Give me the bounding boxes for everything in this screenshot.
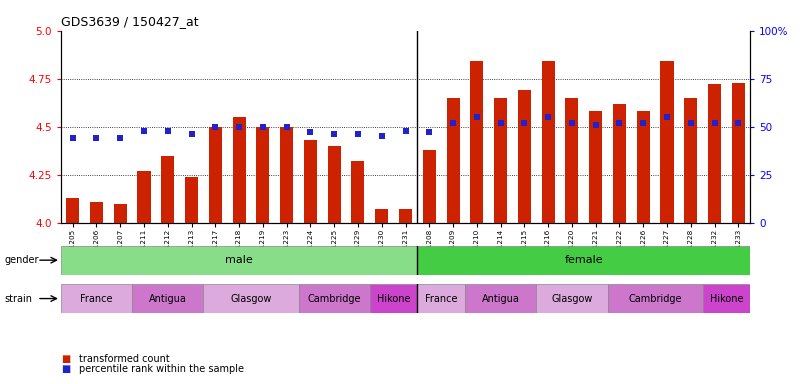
Text: percentile rank within the sample: percentile rank within the sample xyxy=(79,364,243,374)
Bar xyxy=(233,117,246,223)
Bar xyxy=(418,246,750,275)
Bar xyxy=(589,111,603,223)
Point xyxy=(637,120,650,126)
Text: France: France xyxy=(425,293,457,304)
Bar xyxy=(470,61,483,223)
Point xyxy=(684,120,697,126)
Point xyxy=(589,122,602,128)
Point xyxy=(161,127,174,134)
Point xyxy=(233,124,246,130)
Bar xyxy=(465,284,536,313)
Text: male: male xyxy=(225,255,253,265)
Bar xyxy=(298,284,370,313)
Point xyxy=(423,129,436,136)
Point xyxy=(399,127,412,134)
Text: gender: gender xyxy=(4,255,39,265)
Text: Antigua: Antigua xyxy=(149,293,187,304)
Point xyxy=(518,120,531,126)
Bar xyxy=(351,161,364,223)
Bar xyxy=(565,98,578,223)
Point xyxy=(613,120,626,126)
Bar xyxy=(328,146,341,223)
Bar xyxy=(161,156,174,223)
Point xyxy=(351,131,364,137)
Point xyxy=(67,135,79,141)
Point xyxy=(138,127,151,134)
Bar xyxy=(375,209,388,223)
Text: strain: strain xyxy=(4,293,32,304)
Bar xyxy=(399,209,412,223)
Point xyxy=(328,131,341,137)
Bar xyxy=(732,83,744,223)
Bar xyxy=(138,171,151,223)
Text: Glasgow: Glasgow xyxy=(551,293,593,304)
Bar xyxy=(613,104,626,223)
Bar xyxy=(637,111,650,223)
Bar xyxy=(61,284,132,313)
Bar xyxy=(423,150,436,223)
Text: Hikone: Hikone xyxy=(710,293,743,304)
Bar xyxy=(132,284,204,313)
Bar xyxy=(542,61,555,223)
Point xyxy=(90,135,103,141)
Text: Cambridge: Cambridge xyxy=(629,293,682,304)
Point xyxy=(470,114,483,120)
Point xyxy=(114,135,127,141)
Text: ■: ■ xyxy=(61,354,70,364)
Point xyxy=(375,133,388,139)
Bar xyxy=(447,98,460,223)
Bar xyxy=(185,177,198,223)
Bar xyxy=(660,61,673,223)
Point xyxy=(660,114,673,120)
Text: Antigua: Antigua xyxy=(482,293,520,304)
Point xyxy=(708,120,721,126)
Bar xyxy=(702,284,750,313)
Bar xyxy=(208,127,222,223)
Bar xyxy=(280,127,294,223)
Text: Glasgow: Glasgow xyxy=(230,293,272,304)
Point xyxy=(256,124,269,130)
Bar xyxy=(708,84,721,223)
Point xyxy=(447,120,460,126)
Text: Cambridge: Cambridge xyxy=(307,293,361,304)
Point xyxy=(732,120,744,126)
Point xyxy=(494,120,507,126)
Point xyxy=(304,129,317,136)
Bar xyxy=(114,204,127,223)
Bar xyxy=(90,202,103,223)
Bar xyxy=(67,198,79,223)
Bar xyxy=(370,284,418,313)
Text: female: female xyxy=(564,255,603,265)
Text: France: France xyxy=(80,293,113,304)
Bar xyxy=(61,246,418,275)
Bar xyxy=(256,127,269,223)
Bar xyxy=(607,284,702,313)
Text: transformed count: transformed count xyxy=(79,354,169,364)
Bar xyxy=(536,284,607,313)
Bar xyxy=(418,284,465,313)
Text: GDS3639 / 150427_at: GDS3639 / 150427_at xyxy=(61,15,199,28)
Bar xyxy=(684,98,697,223)
Point xyxy=(280,124,293,130)
Bar xyxy=(304,140,317,223)
Point xyxy=(565,120,578,126)
Text: Hikone: Hikone xyxy=(377,293,410,304)
Bar xyxy=(494,98,507,223)
Point xyxy=(209,124,222,130)
Text: ■: ■ xyxy=(61,364,70,374)
Bar xyxy=(204,284,298,313)
Point xyxy=(542,114,555,120)
Bar xyxy=(517,90,531,223)
Point xyxy=(185,131,198,137)
